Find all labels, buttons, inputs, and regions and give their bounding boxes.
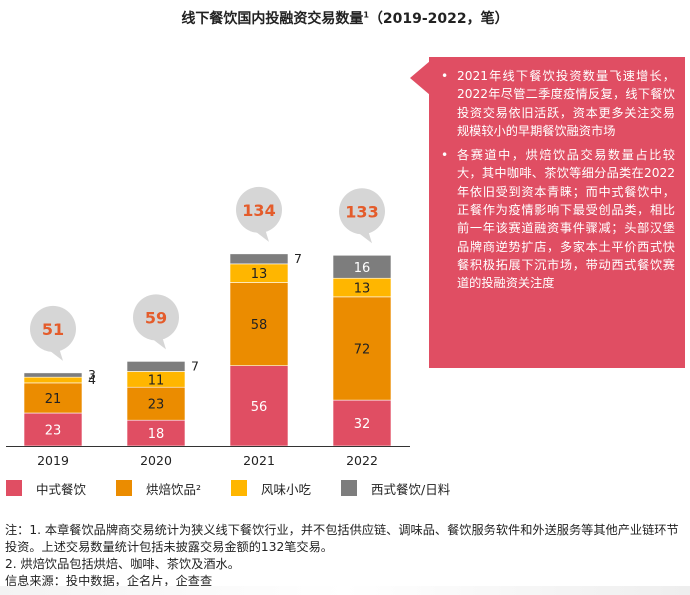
data-label: 32 [354, 417, 371, 432]
footer-strip [0, 586, 690, 595]
bubble-pointer [149, 336, 166, 350]
callout-bullet: • 2021年线下餐饮投资数量飞速增长，2022年尽管二季度疫情反复，线下餐饮投… [441, 67, 675, 140]
footnote: 注：1. 本章餐饮品牌商交易统计为狭义线下餐饮行业，并不包括供应链、调味品、餐饮… [5, 523, 679, 554]
total-bubble [236, 186, 282, 233]
data-label: 4 [88, 372, 96, 387]
data-label: 58 [251, 318, 268, 333]
callout-bullet-text: 2021年线下餐饮投资数量飞速增长，2022年尽管二季度疫情反复，线下餐饮投资交… [457, 69, 675, 138]
data-label: 23 [148, 398, 165, 413]
bar-segment [126, 361, 186, 372]
legend-swatch [6, 480, 22, 496]
bubble-pointer [46, 347, 63, 361]
legend-label: 烘焙饮品² [146, 481, 202, 497]
footnotes: 注：1. 本章餐饮品牌商交易统计为狭义线下餐饮行业，并不包括供应链、调味品、餐饮… [5, 522, 685, 590]
legend-item: 烘焙饮品² [116, 479, 201, 498]
bar-segment [23, 412, 83, 447]
legend-label: 中式餐饮 [36, 481, 87, 497]
x-tick-label: 2022 [346, 453, 378, 468]
bar-segment [332, 254, 392, 279]
legend-label: 风味小吃 [261, 481, 312, 497]
legend-item: 中式餐饮 [6, 479, 86, 498]
bar-segment [126, 386, 186, 421]
bullet-marker: • [441, 69, 449, 83]
callout-bullet-text: 各赛道中，烘焙饮品交易数量占比较大，其中咖啡、茶饮等细分品类在2022年依旧受到… [457, 148, 675, 291]
data-label: 11 [148, 373, 165, 388]
bar-segment [229, 365, 289, 447]
data-label: 7 [191, 358, 199, 373]
total-bubble [30, 305, 76, 352]
data-label: 7 [294, 251, 302, 266]
bar-segment [332, 296, 392, 401]
bar-segment [23, 372, 83, 378]
insight-callout: • 2021年线下餐饮投资数量飞速增长，2022年尽管二季度疫情反复，线下餐饮投… [429, 57, 685, 368]
total-label: 134 [242, 201, 275, 220]
total-label: 51 [42, 320, 64, 339]
bar-segment [229, 253, 289, 265]
callout-bullet: • 各赛道中，烘焙饮品交易数量占比较大，其中咖啡、茶饮等细分品类在2022年依旧… [441, 146, 675, 292]
bar-segment [332, 399, 392, 447]
legend-swatch [116, 480, 133, 496]
legend-swatch [341, 480, 358, 496]
bar-segment [23, 376, 83, 384]
chart-title: 线下餐饮国内投融资交易数量1（2019-2022，笔） [181, 10, 509, 27]
data-label: 18 [148, 427, 165, 442]
total-label: 133 [345, 202, 378, 221]
total-label: 59 [145, 308, 167, 327]
chart-legend: 中式餐饮 烘焙饮品² 风味小吃 西式餐饮/日料 [6, 478, 480, 498]
data-label: 21 [45, 392, 62, 407]
data-label: 56 [251, 400, 268, 415]
bullet-marker: • [441, 148, 449, 163]
callout-pointer [410, 61, 430, 95]
bubble-pointer [355, 230, 372, 244]
legend-label: 西式餐饮/日料 [371, 481, 451, 497]
x-tick-label: 2019 [37, 453, 69, 468]
data-label: 16 [354, 261, 371, 276]
bubble-pointer [252, 228, 269, 242]
x-tick-label: 2021 [243, 453, 275, 468]
data-label: 13 [354, 282, 371, 297]
bar-segment [229, 282, 289, 366]
legend-item: 风味小吃 [231, 479, 311, 498]
x-tick-label: 2020 [140, 453, 172, 468]
data-label: 23 [45, 424, 62, 439]
legend-item: 西式餐饮/日料 [341, 479, 450, 498]
stacked-bar-chart: 23 21 43 51 2019 18 23 11 7 59 2020 56 58 13 7 134 2021 3… [6, 186, 410, 468]
data-label: 3 [88, 367, 96, 382]
total-bubble [339, 188, 385, 235]
legend-swatch [231, 480, 248, 496]
source-note: 信息来源：投中数据，企名片，企查查 [5, 574, 213, 588]
footnote: 2. 烘焙饮品包括烘焙、咖啡、茶饮及酒水。 [5, 557, 240, 571]
data-label: 13 [251, 267, 268, 282]
total-bubble [133, 294, 179, 341]
data-label: 72 [354, 342, 371, 357]
